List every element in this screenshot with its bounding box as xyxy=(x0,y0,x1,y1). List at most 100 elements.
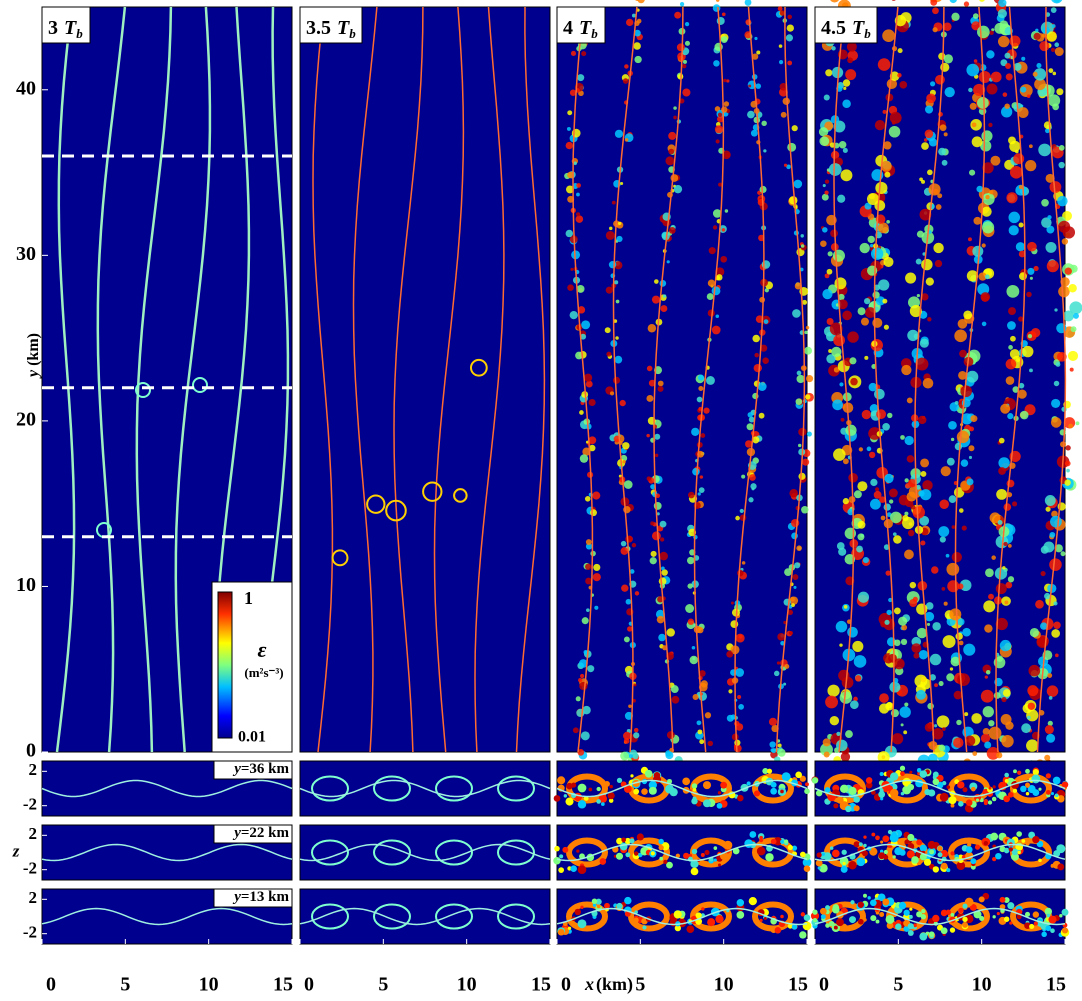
turbulence-blob xyxy=(1001,735,1014,748)
turbulence-blob xyxy=(825,905,830,911)
turbulence-blob xyxy=(577,749,585,756)
turbulence-blob xyxy=(1058,220,1071,233)
turbulence-blob xyxy=(868,382,878,392)
turbulence-blob xyxy=(616,902,623,910)
title-box xyxy=(299,6,363,44)
turbulence-blob xyxy=(981,321,987,327)
turbulence-blob xyxy=(766,768,773,774)
turbulence-blob xyxy=(1026,715,1031,720)
turbulence-blob xyxy=(684,40,690,46)
turbulence-blob xyxy=(770,750,778,759)
turbulence-blob xyxy=(673,910,682,919)
turbulence-blob xyxy=(922,480,933,491)
slice-sheet xyxy=(299,843,551,862)
turbulence-blob xyxy=(576,183,581,188)
turbulence-blob xyxy=(919,338,929,348)
turbulence-blob xyxy=(1050,928,1055,934)
turbulence-blob xyxy=(1050,47,1056,52)
y-tick-label: 20 xyxy=(16,408,36,430)
turbulence-blob xyxy=(929,674,936,681)
turbulence-blob xyxy=(1028,831,1036,839)
turbulence-blob xyxy=(939,124,947,132)
turbulence-blob xyxy=(715,0,720,2)
turbulence-blob xyxy=(831,66,844,79)
turbulence-blob xyxy=(969,102,977,110)
billow xyxy=(469,358,488,377)
turbulence-blob xyxy=(877,58,891,71)
turbulence-blob xyxy=(653,771,661,779)
turbulence-blob xyxy=(935,204,942,210)
billow xyxy=(373,903,411,930)
x-tick-label: 0 xyxy=(819,974,829,996)
turbulence-blob xyxy=(842,861,846,866)
turbulence-blob xyxy=(831,46,836,51)
turbulence-blob xyxy=(661,232,670,241)
turbulence-blob xyxy=(819,136,830,147)
turbulence-blob xyxy=(575,215,584,223)
turbulence-blob xyxy=(919,208,932,221)
turbulence-blob xyxy=(679,2,685,7)
turbulence-blob xyxy=(778,44,783,48)
turbulence-blob xyxy=(1007,902,1015,910)
turbulence-blob xyxy=(1013,769,1017,774)
turbulence-blob xyxy=(787,923,793,929)
turbulence-blob xyxy=(853,655,867,668)
turbulence-blob xyxy=(713,858,717,862)
turbulence-blob xyxy=(939,792,949,802)
turbulence-blob xyxy=(698,386,704,391)
turbulence-blob xyxy=(604,780,610,787)
turbulence-blob xyxy=(673,184,683,194)
turbulence-blob xyxy=(988,720,995,727)
turbulence-blob xyxy=(619,842,628,851)
slice-field xyxy=(810,892,1070,941)
turbulence-blob xyxy=(675,853,681,858)
slice-label-var: y xyxy=(232,825,241,841)
turbulence-blob xyxy=(954,401,959,405)
vortex-sheet xyxy=(515,6,546,753)
turbulence-blob xyxy=(949,608,962,621)
turbulence-blob xyxy=(873,490,882,499)
turbulence-blob xyxy=(971,136,983,148)
x-label-unit: (km) xyxy=(596,974,633,995)
turbulence-blob xyxy=(723,840,733,850)
turbulence-blob xyxy=(824,121,834,131)
turbulence-blob xyxy=(874,388,885,400)
heatmap-field xyxy=(312,6,546,753)
turbulence-blob xyxy=(938,147,946,156)
turbulence-blob xyxy=(621,584,629,592)
turbulence-blob xyxy=(692,693,699,701)
turbulence-blob xyxy=(957,318,968,329)
turbulence-blob xyxy=(788,196,798,205)
turbulence-blob xyxy=(916,689,926,700)
turbulence-blob xyxy=(930,81,936,87)
turbulence-blob xyxy=(596,799,601,804)
turbulence-blob xyxy=(633,851,639,856)
turbulence-blob xyxy=(898,901,907,910)
slice-label-var: y xyxy=(232,761,241,777)
turbulence-blob xyxy=(570,50,577,56)
turbulence-blob xyxy=(887,412,893,419)
turbulence-blob xyxy=(1002,92,1008,97)
turbulence-blob xyxy=(880,797,884,801)
billow xyxy=(1010,773,1052,804)
turbulence-blob xyxy=(565,229,573,238)
turbulence-blob xyxy=(791,845,798,851)
turbulence-blob xyxy=(623,731,632,740)
turbulence-blob xyxy=(863,918,867,922)
turbulence-blob xyxy=(783,163,788,167)
turbulence-blob xyxy=(960,385,972,398)
turbulence-blob xyxy=(992,856,997,862)
turbulence-blob xyxy=(949,927,956,933)
turbulence-blob xyxy=(605,286,613,294)
turbulence-blob xyxy=(624,711,633,720)
turbulence-blob xyxy=(983,840,989,846)
turbulence-blob xyxy=(995,583,1007,595)
turbulence-blob xyxy=(866,193,880,206)
turbulence-blob xyxy=(557,928,565,936)
title-symbol: T xyxy=(579,17,592,39)
turbulence-blob xyxy=(970,864,976,870)
x-tick-label: 10 xyxy=(714,974,734,996)
turbulence-blob xyxy=(1044,754,1051,761)
turbulence-blob xyxy=(848,473,858,483)
turbulence-blob xyxy=(609,226,613,231)
